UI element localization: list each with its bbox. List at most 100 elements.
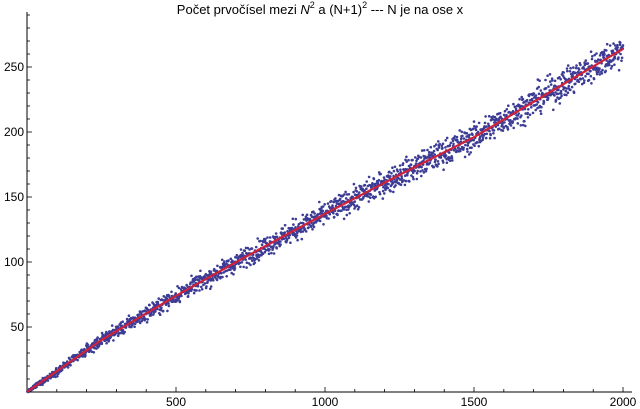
data-point	[577, 68, 581, 71]
data-point	[178, 300, 182, 304]
data-point	[219, 275, 222, 279]
data-point	[245, 266, 248, 269]
data-point	[506, 128, 510, 131]
data-point	[559, 89, 563, 93]
data-point	[264, 237, 267, 241]
data-point	[161, 309, 165, 313]
data-point	[505, 108, 509, 111]
x-tick-label: 2000	[610, 395, 637, 409]
data-point	[328, 212, 332, 216]
data-point	[575, 64, 578, 67]
data-point	[405, 155, 408, 159]
data-point	[344, 205, 347, 209]
data-point	[453, 135, 457, 138]
data-point	[342, 208, 346, 211]
data-point	[528, 93, 531, 96]
data-point	[199, 269, 202, 273]
data-point	[270, 251, 273, 255]
data-point	[307, 226, 310, 229]
data-point	[583, 79, 586, 82]
data-point	[519, 124, 523, 127]
data-point	[487, 122, 490, 126]
data-point	[517, 112, 520, 115]
data-point	[56, 374, 59, 378]
data-point	[445, 161, 449, 164]
x-tick-label: 1500	[461, 395, 488, 409]
data-point	[466, 150, 469, 153]
data-point	[323, 203, 327, 206]
data-point	[109, 335, 112, 339]
data-point	[548, 73, 552, 76]
data-point	[200, 285, 203, 289]
data-point	[422, 149, 426, 152]
data-point	[444, 154, 448, 157]
data-point	[462, 137, 466, 140]
data-point	[582, 67, 585, 70]
data-point	[394, 184, 397, 187]
data-point	[547, 85, 550, 88]
data-point	[526, 111, 529, 115]
data-point	[316, 213, 320, 216]
data-point	[383, 178, 386, 181]
data-point	[583, 63, 587, 67]
data-point	[407, 158, 410, 162]
data-point	[391, 182, 395, 185]
data-point	[502, 113, 506, 117]
data-point	[461, 134, 464, 138]
data-point	[279, 243, 282, 246]
data-point	[174, 292, 177, 295]
data-point	[589, 74, 593, 78]
data-point	[602, 50, 606, 54]
data-point	[285, 238, 289, 241]
data-point	[330, 199, 333, 203]
data-point	[144, 317, 147, 321]
data-point	[411, 175, 415, 179]
data-point	[413, 169, 417, 173]
data-point	[313, 212, 316, 215]
data-point	[372, 177, 376, 181]
data-point	[610, 64, 614, 68]
data-point	[244, 258, 247, 261]
data-point	[420, 174, 423, 178]
data-point	[433, 144, 436, 148]
data-point	[470, 146, 473, 149]
data-point	[145, 321, 149, 324]
data-point	[549, 83, 553, 86]
data-point	[590, 57, 594, 61]
data-point	[429, 145, 433, 149]
data-point	[370, 184, 374, 188]
data-point	[474, 128, 478, 132]
data-point	[167, 302, 170, 305]
data-point	[281, 227, 285, 230]
data-point	[436, 160, 440, 163]
data-point	[608, 63, 611, 67]
data-point	[437, 146, 441, 149]
chart-title: Počet prvočísel mezi N2 a (N+1)2 --- N j…	[0, 1, 640, 18]
data-point	[221, 275, 224, 279]
data-point	[167, 294, 171, 298]
data-point	[343, 193, 346, 196]
data-point	[600, 72, 604, 75]
data-point	[325, 214, 328, 218]
data-point	[379, 172, 383, 176]
data-point	[433, 153, 437, 156]
data-point	[597, 70, 600, 74]
data-point	[412, 177, 415, 181]
data-point	[565, 93, 568, 97]
data-point	[609, 67, 613, 70]
data-point	[492, 129, 496, 132]
data-point	[240, 261, 244, 264]
data-point	[481, 136, 485, 140]
data-point	[264, 248, 268, 252]
data-point	[584, 75, 587, 78]
data-point	[621, 44, 625, 47]
data-point	[467, 136, 471, 139]
data-point	[283, 223, 287, 227]
data-point	[415, 177, 419, 181]
data-point	[165, 297, 169, 300]
data-point	[509, 119, 512, 122]
data-point	[296, 231, 299, 234]
data-point	[526, 116, 530, 119]
data-point	[465, 147, 469, 151]
